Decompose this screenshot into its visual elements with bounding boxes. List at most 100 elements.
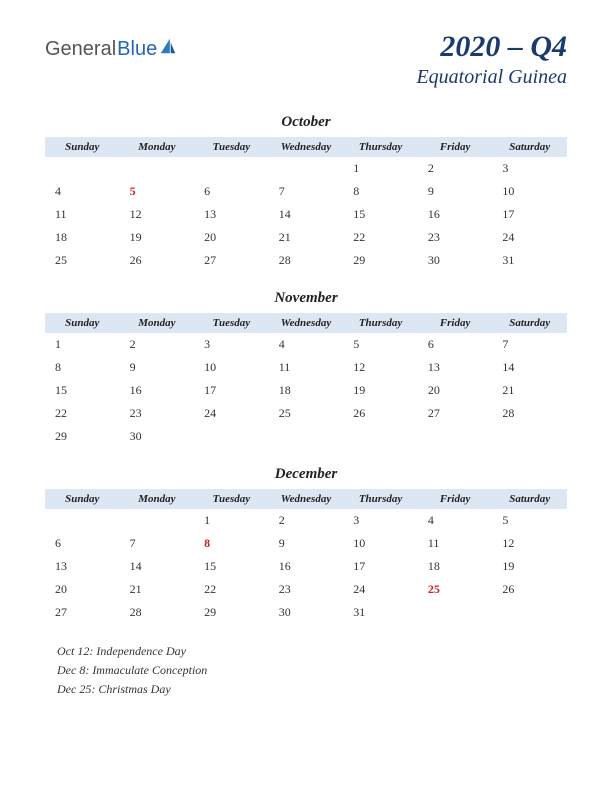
- logo-sail-icon: [159, 37, 177, 55]
- calendar-cell: 13: [194, 203, 269, 226]
- day-header: Thursday: [343, 489, 418, 509]
- holiday-notes: Oct 12: Independence DayDec 8: Immaculat…: [45, 644, 567, 697]
- calendar-cell: 26: [343, 402, 418, 425]
- calendar-cell: 13: [45, 555, 120, 578]
- month-name: November: [45, 290, 567, 307]
- calendar-cell: 10: [492, 180, 567, 203]
- calendar-cell: 20: [45, 578, 120, 601]
- calendar-cell: [269, 425, 344, 448]
- calendar-cell: 25: [269, 402, 344, 425]
- calendar-cell: 7: [492, 333, 567, 356]
- day-header: Tuesday: [194, 489, 269, 509]
- calendar-cell: 14: [120, 555, 195, 578]
- calendar-cell: 15: [194, 555, 269, 578]
- calendar-cell: [418, 425, 493, 448]
- calendar-cell: 23: [418, 226, 493, 249]
- calendar-cell: 23: [120, 402, 195, 425]
- calendar-cell: 28: [269, 249, 344, 272]
- calendar-cell: 12: [343, 356, 418, 379]
- day-header: Sunday: [45, 489, 120, 509]
- calendar-cell: 20: [418, 379, 493, 402]
- day-header: Monday: [120, 313, 195, 333]
- calendar-cell: 24: [343, 578, 418, 601]
- calendar-cell: 15: [343, 203, 418, 226]
- calendar-cell: 22: [194, 578, 269, 601]
- calendar-cell: 5: [120, 180, 195, 203]
- calendar-cell: 2: [269, 509, 344, 532]
- calendar-row: 11121314151617: [45, 203, 567, 226]
- calendar-cell: 17: [343, 555, 418, 578]
- calendar-cell: 27: [418, 402, 493, 425]
- day-header: Saturday: [492, 137, 567, 157]
- day-header: Tuesday: [194, 313, 269, 333]
- calendar-row: 25262728293031: [45, 249, 567, 272]
- header: General Blue 2020 – Q4 Equatorial Guinea: [45, 30, 567, 89]
- calendar-cell: 30: [418, 249, 493, 272]
- calendar-row: 20212223242526: [45, 578, 567, 601]
- calendar-cell: 19: [492, 555, 567, 578]
- calendar-cell: 6: [194, 180, 269, 203]
- holiday-note: Dec 25: Christmas Day: [57, 682, 567, 697]
- calendar-cell: 29: [194, 601, 269, 624]
- calendar-row: 6789101112: [45, 532, 567, 555]
- calendar-cell: 12: [120, 203, 195, 226]
- calendar-row: 2728293031: [45, 601, 567, 624]
- calendar-cell: 11: [418, 532, 493, 555]
- calendar-row: 13141516171819: [45, 555, 567, 578]
- day-header: Monday: [120, 137, 195, 157]
- calendar-cell: 30: [269, 601, 344, 624]
- calendar-row: 45678910: [45, 180, 567, 203]
- calendar-cell: 1: [343, 157, 418, 180]
- calendar-cell: 16: [120, 379, 195, 402]
- calendar-cell: 19: [120, 226, 195, 249]
- month-name: October: [45, 114, 567, 131]
- calendar-cell: 22: [45, 402, 120, 425]
- calendar-cell: [120, 157, 195, 180]
- title-block: 2020 – Q4 Equatorial Guinea: [416, 30, 567, 89]
- calendar-cell: 4: [269, 333, 344, 356]
- day-header: Wednesday: [269, 313, 344, 333]
- calendar-cell: [343, 425, 418, 448]
- calendar-cell: 9: [269, 532, 344, 555]
- calendar-cell: [492, 601, 567, 624]
- calendar-cell: 4: [418, 509, 493, 532]
- calendar-row: 123: [45, 157, 567, 180]
- calendar-cell: 21: [120, 578, 195, 601]
- day-header: Saturday: [492, 489, 567, 509]
- calendar-cell: 30: [120, 425, 195, 448]
- calendar-cell: 25: [45, 249, 120, 272]
- calendar-cell: 6: [45, 532, 120, 555]
- calendar-row: 15161718192021: [45, 379, 567, 402]
- calendar-cell: 2: [418, 157, 493, 180]
- calendar-cell: 6: [418, 333, 493, 356]
- month-block: OctoberSundayMondayTuesdayWednesdayThurs…: [45, 114, 567, 272]
- day-header: Thursday: [343, 137, 418, 157]
- calendar-cell: [194, 425, 269, 448]
- calendar-cell: 5: [343, 333, 418, 356]
- calendar-cell: 23: [269, 578, 344, 601]
- day-header: Saturday: [492, 313, 567, 333]
- logo-text-general: General: [45, 38, 116, 61]
- calendar-cell: 3: [492, 157, 567, 180]
- calendar-cell: 26: [120, 249, 195, 272]
- calendar-cell: 29: [343, 249, 418, 272]
- calendar-cell: 4: [45, 180, 120, 203]
- calendar-cell: 31: [492, 249, 567, 272]
- calendar-cell: 16: [418, 203, 493, 226]
- calendar-cell: 3: [343, 509, 418, 532]
- day-header: Friday: [418, 489, 493, 509]
- month-block: November SundayMondayTuesdayWednesdayThur…: [45, 290, 567, 448]
- calendar-cell: [120, 509, 195, 532]
- title-main: 2020 – Q4: [416, 30, 567, 64]
- calendars-container: OctoberSundayMondayTuesdayWednesdayThurs…: [45, 114, 567, 624]
- calendar-cell: 5: [492, 509, 567, 532]
- calendar-cell: 8: [45, 356, 120, 379]
- calendar-cell: [45, 509, 120, 532]
- calendar-cell: 8: [343, 180, 418, 203]
- day-header: Tuesday: [194, 137, 269, 157]
- calendar-cell: 12: [492, 532, 567, 555]
- day-header: Wednesday: [269, 137, 344, 157]
- calendar-table: SundayMondayTuesdayWednesdayThursdayFrid…: [45, 313, 567, 448]
- calendar-cell: 21: [269, 226, 344, 249]
- calendar-cell: 17: [194, 379, 269, 402]
